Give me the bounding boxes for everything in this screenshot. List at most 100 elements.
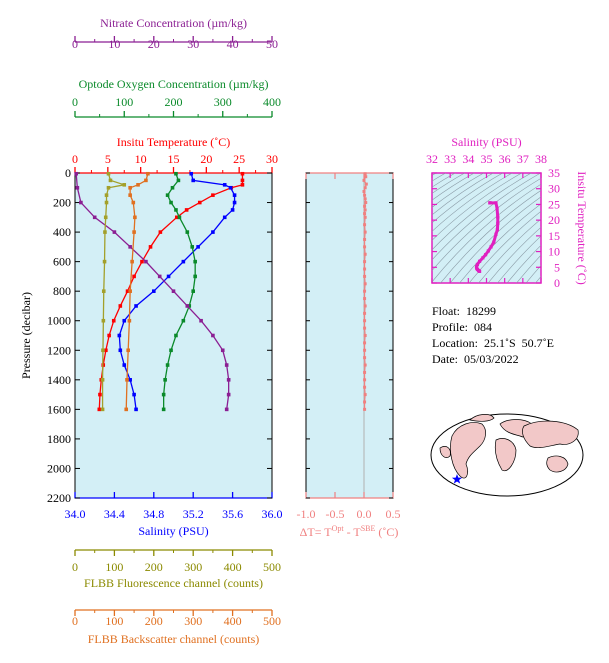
- temperature-data-point: [158, 230, 163, 234]
- temperature-data-point: [140, 259, 144, 264]
- salinity-data-point: [152, 289, 156, 293]
- map-landmass: [469, 414, 495, 422]
- density-contour-line: [440, 190, 541, 283]
- delta-t-data-point: [363, 223, 367, 227]
- delta-t-data-point: [363, 267, 367, 271]
- delta-t-plot-area: [305, 172, 394, 499]
- delta-t-data-point: [363, 370, 367, 374]
- delta-t-data-point: [363, 393, 367, 397]
- nitrate-data-point: [211, 333, 215, 338]
- backscatter-tick-label: 200: [145, 614, 163, 628]
- temperature-data-point: [132, 274, 136, 279]
- nitrate-data-point: [226, 392, 231, 397]
- backscatter-data-point: [126, 348, 130, 353]
- nitrate-data-point: [144, 259, 148, 264]
- oxygen-data-point: [169, 348, 173, 353]
- salinity-data-point: [222, 215, 227, 220]
- nitrate-tick-label: 0: [72, 37, 78, 51]
- fluorescence-data-point: [102, 259, 107, 264]
- pressure-tick-label: 2000: [47, 461, 71, 475]
- density-contour-line: [449, 196, 541, 283]
- nitrate-tick-label: 50: [266, 37, 278, 51]
- pressure-tick-label: 200: [53, 196, 71, 210]
- density-contour-line: [478, 218, 541, 283]
- nitrate-data-point: [74, 171, 78, 176]
- ts-x-tick-label: 32: [426, 152, 438, 166]
- delta-t-data-point: [363, 385, 367, 389]
- fluorescence-data-point: [104, 200, 109, 205]
- delta-t-data-point: [363, 197, 367, 201]
- temperature-data-point: [240, 183, 245, 187]
- pressure-axis-title: Pressure (decibar): [19, 292, 33, 379]
- salinity-data-point: [122, 318, 127, 323]
- pressure-tick-label: 1200: [47, 343, 71, 357]
- salinity-data-point: [166, 274, 171, 279]
- backscatter-tick-label: 500: [263, 614, 281, 628]
- ts-y-tick-label: 25: [548, 197, 560, 211]
- oxygen-data-point: [169, 200, 173, 205]
- ts-y-tick-label: 5: [554, 260, 560, 274]
- backscatter-tick-label: 400: [224, 614, 242, 628]
- delta-t-tick-label: 0.5: [386, 507, 401, 521]
- oxygen-data-point: [165, 363, 170, 367]
- ts-data-point: [474, 265, 479, 269]
- temperature-tick-label: 0: [72, 152, 78, 166]
- oxygen-data-point: [193, 274, 197, 279]
- backscatter-data-point: [131, 200, 136, 205]
- salinity-data-point: [189, 171, 194, 176]
- delta-t-data-point: [363, 341, 367, 345]
- oxygen-data-point: [174, 208, 178, 212]
- ts-data-point: [488, 201, 492, 205]
- nitrate-axis-title: Nitrate Concentration (µm/kg): [100, 16, 247, 30]
- backscatter-axis-title: FLBB Backscatter channel (counts): [88, 632, 260, 646]
- density-contour-line: [432, 178, 541, 272]
- delta-t-data-point: [363, 172, 367, 176]
- float-id: Float: 18299: [432, 304, 497, 318]
- fluorescence-data-point: [106, 171, 111, 176]
- nitrate-data-point: [220, 348, 225, 353]
- nitrate-data-point: [79, 200, 83, 205]
- nitrate-data-point: [92, 215, 97, 220]
- ts-data-point: [496, 221, 500, 225]
- delta-t-data-point: [363, 297, 367, 301]
- backscatter-tick-label: 300: [184, 614, 202, 628]
- temperature-tick-label: 25: [233, 152, 245, 166]
- ts-data-point: [477, 259, 482, 263]
- oxygen-tick-label: 100: [115, 95, 133, 109]
- delta-t-data-point: [363, 274, 367, 278]
- temperature-data-point: [111, 318, 116, 323]
- fluorescence-data-point: [108, 178, 113, 183]
- nitrate-data-point: [112, 230, 117, 234]
- oxygen-data-point: [161, 407, 166, 412]
- world-map: [430, 413, 584, 497]
- ts-x-tick-label: 38: [535, 152, 547, 166]
- delta-t-data-point: [363, 289, 367, 293]
- pressure-tick-label: 600: [53, 255, 71, 269]
- delta-t-data-point: [364, 175, 368, 179]
- ts-y-tick-label: 15: [548, 229, 560, 243]
- fluorescence-tick-label: 100: [105, 560, 123, 574]
- backscatter-tick-label: 100: [105, 614, 123, 628]
- map-landmass: [450, 422, 486, 479]
- delta-t-data-point: [363, 348, 367, 352]
- delta-t-axis-title: ΔT= TOpt - TSBE (˚C): [300, 524, 399, 539]
- temperature-tick-label: 10: [135, 152, 147, 166]
- delta-t-data-point: [363, 237, 367, 241]
- density-contour-line: [432, 183, 541, 283]
- density-contour-line: [432, 173, 466, 194]
- delta-t-data-point: [363, 326, 367, 330]
- map-landmass: [494, 438, 517, 472]
- oxygen-data-point: [191, 289, 195, 293]
- fluorescence-data-point: [103, 230, 107, 234]
- salinity-tick-label: 34.4: [104, 507, 125, 521]
- delta-t-data-point: [363, 282, 367, 286]
- temperature-data-point: [197, 200, 202, 205]
- density-contour-line: [432, 173, 494, 216]
- salinity-axis-title: Salinity (PSU): [138, 524, 208, 538]
- oxygen-data-point: [187, 304, 192, 308]
- ts-x-tick-label: 37: [517, 152, 529, 166]
- salinity-data-point: [230, 208, 235, 212]
- temperature-tick-label: 20: [200, 152, 212, 166]
- delta-t-data-point: [363, 334, 367, 337]
